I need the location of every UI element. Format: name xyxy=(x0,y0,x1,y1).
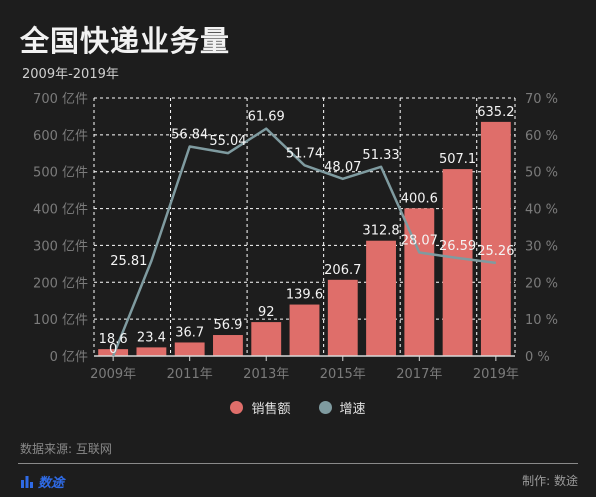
left-axis-tick-label: 200 亿件 xyxy=(33,276,88,291)
x-axis-tick-label: 2013年 xyxy=(243,367,289,382)
bar-data-label: 206.7 xyxy=(324,263,361,278)
x-axis-tick-label: 2011年 xyxy=(167,367,213,382)
bar-data-label: 56.9 xyxy=(213,318,242,333)
right-axis-tick-label: 20 % xyxy=(525,276,558,291)
right-axis-tick-label: 50 % xyxy=(525,166,558,181)
legend-item-line[interactable]: 增速 xyxy=(318,398,366,417)
bar xyxy=(213,335,243,356)
line-data-label: 48.07 xyxy=(324,160,361,175)
right-axis-tick-label: 60 % xyxy=(525,129,558,144)
bar-data-label: 18.6 xyxy=(99,332,128,347)
chart-area: 0 亿件 100 亿件 200 亿件 300 亿件 400 亿件 500 亿件 600 亿件… xyxy=(33,92,558,382)
growth-line xyxy=(111,127,497,357)
bar-data-label: 139.6 xyxy=(286,288,323,303)
right-axis-tick-label: 10 % xyxy=(525,313,558,328)
right-axis-tick-label: 40 % xyxy=(525,203,558,218)
left-axis-tick-label: 300 亿件 xyxy=(33,239,88,254)
chart-title: 全国快递业务量 xyxy=(20,24,231,58)
data-source: 数据来源: 互联网 xyxy=(20,442,112,456)
bar xyxy=(327,279,358,356)
left-axis-tick-label: 400 亿件 xyxy=(33,203,88,218)
bar-data-label: 507.1 xyxy=(439,152,476,167)
bar-data-label: 36.7 xyxy=(175,325,204,340)
line-data-label: 51.33 xyxy=(362,148,399,163)
line-data-label: 25.81 xyxy=(110,254,147,269)
bar xyxy=(442,169,473,356)
line-data-label: 26.59 xyxy=(439,239,476,254)
bar xyxy=(366,240,396,356)
bar-data-label: 92 xyxy=(258,305,275,320)
left-axis-tick-label: 500 亿件 xyxy=(33,166,88,181)
bar-data-label: 635.2 xyxy=(477,105,514,120)
bar xyxy=(98,349,129,356)
legend-line-label: 增速 xyxy=(339,402,366,417)
line-data-label: 25.26 xyxy=(477,244,514,259)
bar-data-label: 23.4 xyxy=(137,330,166,345)
x-axis-tick-label: 2015年 xyxy=(320,367,366,382)
line-data-label: 61.69 xyxy=(248,110,285,125)
bar xyxy=(174,342,205,356)
bar xyxy=(136,347,167,356)
legend-line-swatch xyxy=(318,401,332,414)
bar xyxy=(480,121,511,357)
line-data-label: 56.84 xyxy=(171,128,208,143)
legend-bar-swatch xyxy=(230,401,244,414)
left-axis-tick-label: 600 亿件 xyxy=(33,129,88,144)
line-data-label: 51.74 xyxy=(286,146,323,161)
left-axis-tick-label: 0 亿件 xyxy=(50,350,88,365)
brand-name: 数途 xyxy=(38,476,65,491)
x-axis-tick-label: 2019年 xyxy=(473,367,519,382)
bar-chart-icon xyxy=(21,476,33,488)
legend: 销售额 增速 xyxy=(0,398,596,417)
bar-data-label: 312.8 xyxy=(362,224,399,239)
right-axis-tick-label: 30 % xyxy=(525,239,558,254)
line-data-label: 55.04 xyxy=(209,134,246,149)
left-axis-tick-label: 700 亿件 xyxy=(33,92,88,107)
bar-data-label: 400.6 xyxy=(401,191,438,206)
legend-bar-label: 销售额 xyxy=(251,402,291,417)
bar xyxy=(251,322,282,356)
x-axis-tick-label: 2017年 xyxy=(396,367,442,382)
credit: 制作: 数途 xyxy=(522,474,578,488)
chart-subtitle: 2009年-2019年 xyxy=(22,67,119,82)
brand-logo[interactable]: 数途 xyxy=(20,472,64,491)
bar xyxy=(289,304,320,356)
left-axis-tick-label: 100 亿件 xyxy=(33,313,88,328)
line-data-label: 28.07 xyxy=(401,234,438,249)
legend-item-bar[interactable]: 销售额 xyxy=(230,398,291,417)
right-axis-tick-label: 70 % xyxy=(525,92,558,107)
footer-divider xyxy=(18,463,578,464)
right-axis-tick-label: 0 % xyxy=(525,350,550,365)
x-axis-tick-label: 2009年 xyxy=(90,367,136,382)
line-data-label: 0 xyxy=(109,342,117,357)
